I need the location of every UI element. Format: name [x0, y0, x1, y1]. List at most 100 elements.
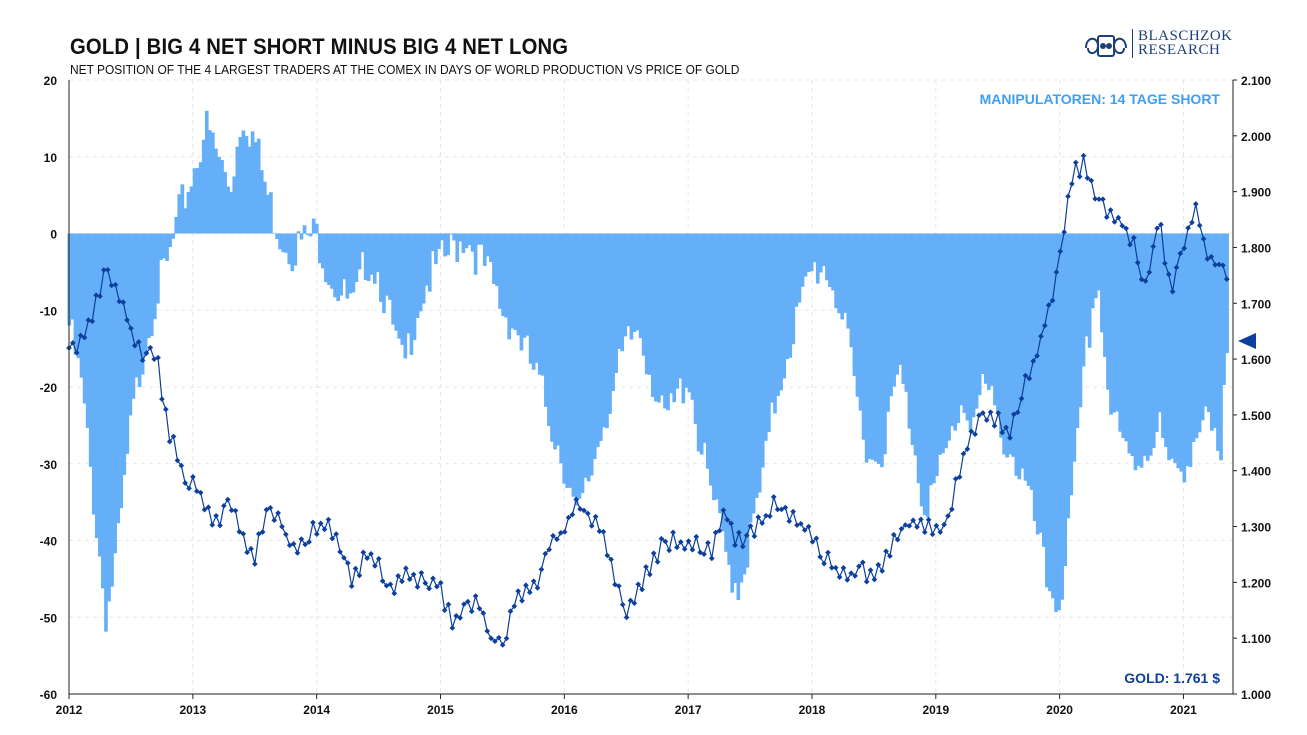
gold-point-214 [894, 536, 901, 543]
bar-120 [434, 233, 438, 265]
bar-103 [382, 233, 386, 314]
bar-57 [241, 130, 246, 234]
bar-334 [1087, 233, 1092, 348]
gold-point-125 [550, 532, 556, 539]
bar-303 [993, 233, 997, 406]
gold-point-258 [1065, 193, 1071, 200]
bar-148 [519, 233, 524, 351]
bar-216 [727, 233, 731, 565]
bar-328 [1069, 233, 1074, 496]
bar-150 [525, 233, 530, 336]
bar-49 [217, 156, 221, 234]
gold-point-10 [104, 266, 111, 273]
gold-point-60 [298, 536, 305, 542]
gold-point-237 [983, 417, 990, 423]
gold-point-27 [170, 433, 177, 440]
gold-point-20 [143, 350, 150, 357]
bar-28 [153, 233, 157, 320]
bar-241 [803, 233, 808, 277]
bar-289 [950, 233, 954, 427]
gold-point-146 [631, 600, 638, 606]
bar-298 [977, 233, 982, 396]
gold-point-292 [1196, 222, 1203, 229]
gold-point-64 [313, 531, 320, 538]
bar-14 [110, 233, 114, 587]
gold-point-271 [1115, 214, 1122, 221]
gold-point-126 [554, 536, 560, 543]
gold-point-138 [600, 528, 607, 535]
bar-191 [650, 233, 655, 397]
bar-235 [785, 233, 790, 360]
bar-26 [146, 233, 151, 338]
bar-208 [702, 233, 707, 443]
left-tick-label-7: -50 [40, 611, 58, 625]
bar-166 [574, 233, 579, 506]
bar-126 [452, 233, 457, 241]
bar-357 [1158, 233, 1162, 413]
bar-92 [348, 233, 353, 294]
bar-364 [1179, 233, 1184, 472]
bar-300 [983, 233, 988, 384]
gold-point-267 [1100, 196, 1106, 203]
bar-198 [672, 233, 676, 403]
gold-point-157 [674, 544, 680, 551]
bar-306 [1002, 233, 1006, 455]
gold-point-105 [472, 593, 479, 599]
bar-202 [684, 233, 689, 388]
bar-20 [128, 233, 133, 416]
bar-192 [654, 233, 658, 402]
gold-point-35 [201, 506, 208, 513]
bar-283 [932, 233, 936, 484]
bar-163 [565, 233, 570, 488]
bar-360 [1167, 233, 1171, 461]
left-tick-label-8: -60 [40, 688, 58, 702]
bar-354 [1148, 233, 1153, 456]
gold-point-59 [294, 550, 301, 556]
bar-293 [962, 233, 967, 413]
gold-point-201 [844, 577, 851, 583]
bar-347 [1127, 233, 1132, 454]
gold-point-187 [790, 508, 796, 515]
gold-point-261 [1076, 173, 1083, 180]
bar-58 [244, 136, 249, 234]
bar-268 [886, 233, 890, 412]
bar-134 [476, 233, 481, 245]
bar-205 [693, 233, 698, 424]
gold-point-264 [1088, 177, 1095, 184]
bar-99 [369, 233, 374, 275]
bar-65 [266, 194, 270, 234]
bar-89 [339, 233, 344, 296]
bar-8 [91, 233, 96, 515]
bar-320 [1045, 233, 1049, 588]
gold-point-13 [116, 298, 123, 305]
gold-point-294 [1204, 256, 1211, 262]
bar-22 [134, 233, 139, 378]
gold-point-230 [956, 474, 963, 480]
bar-355 [1151, 233, 1156, 449]
bar-249 [828, 233, 832, 287]
bar-286 [941, 233, 945, 454]
gold-point-78 [368, 550, 374, 557]
gold-point-43 [232, 507, 239, 514]
bar-254 [843, 233, 848, 313]
gold-point-274 [1127, 241, 1133, 248]
gold-point-97 [441, 607, 448, 614]
bar-348 [1130, 233, 1135, 456]
gold-point-269 [1107, 207, 1114, 213]
bar-177 [608, 233, 612, 414]
gold-point-42 [228, 507, 235, 514]
gold-point-39 [217, 522, 223, 529]
bar-366 [1185, 233, 1190, 467]
x-tick-label-7: 2019 [922, 703, 949, 717]
gold-point-54 [275, 510, 281, 516]
gold-point-95 [434, 583, 440, 590]
bar-128 [458, 233, 463, 242]
bar-188 [641, 233, 646, 356]
gold-point-108 [484, 628, 491, 634]
gold-point-79 [372, 563, 378, 569]
bar-178 [611, 233, 615, 391]
bar-107 [394, 233, 398, 331]
gold-point-19 [139, 357, 146, 364]
gold-point-49 [255, 531, 262, 537]
gold-point-158 [677, 539, 684, 545]
